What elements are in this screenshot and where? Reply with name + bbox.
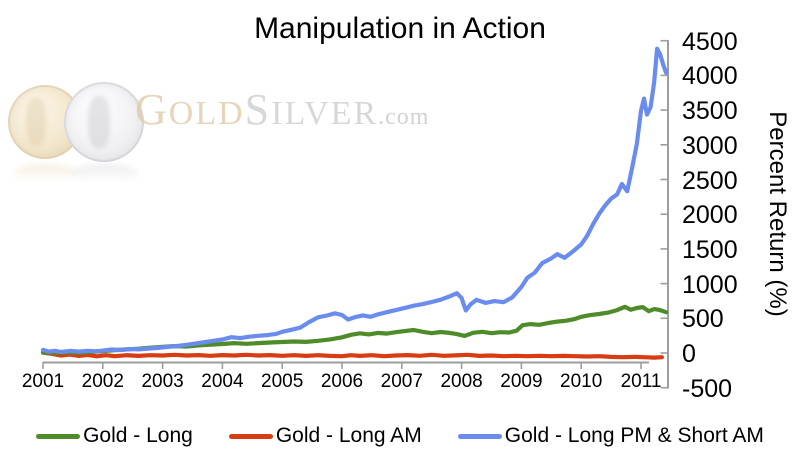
legend-label: Gold - Long AM <box>275 424 422 447</box>
y-tick-label: 2500 <box>682 166 738 195</box>
legend-line-swatch <box>228 433 273 439</box>
chart-title: Manipulation in Action <box>254 12 546 45</box>
y-tick-label: 4000 <box>682 62 738 91</box>
axes <box>42 39 669 389</box>
y-tick-label: 500 <box>682 305 724 334</box>
gold-coin-reflection <box>14 164 76 182</box>
y-tick-label: 4500 <box>682 27 738 56</box>
series-line-1 <box>40 304 669 355</box>
x-tick-label: 2006 <box>320 371 364 392</box>
y-tick-label: 1500 <box>682 235 738 264</box>
y-tick-label: 1000 <box>682 270 738 299</box>
y-tick-label: -500 <box>682 374 733 403</box>
x-tick-label: 2005 <box>261 371 304 392</box>
goldsilver-watermark: G OLD S ILVER .com <box>0 0 520 210</box>
silver-coin-figure <box>88 96 110 148</box>
silver-coin-reflection <box>70 164 138 182</box>
logo-letter-g: G <box>135 85 169 134</box>
logo-letter-s: S <box>244 85 272 134</box>
x-tick-label: 2010 <box>560 371 603 392</box>
x-tick-label: 2011 <box>620 371 662 392</box>
silver-coin-image <box>64 82 144 162</box>
y-tick-label: 3000 <box>682 131 738 160</box>
legend-item: Gold - Long <box>36 424 193 448</box>
legend-label: Gold - Long <box>83 424 193 447</box>
series-line-3 <box>40 46 669 355</box>
series-lines <box>40 46 669 360</box>
x-tick-label: 2001 <box>21 371 65 392</box>
y-tick-label: 2000 <box>682 201 738 230</box>
y-tick-label: 3500 <box>682 97 738 126</box>
y-tick-label: 0 <box>682 340 696 368</box>
goldsilver-logo-text: G OLD S ILVER .com <box>135 88 429 132</box>
y-axis-title: Percent Return (%) <box>764 111 791 317</box>
logo-word-silver: ILVER <box>271 95 379 132</box>
x-tick-label: 2004 <box>201 371 244 392</box>
legend: Gold - Long Gold - Long AM Gold - Long PM … <box>0 424 800 448</box>
x-tick-label: 2002 <box>81 371 124 392</box>
legend-label: Gold - Long PM & Short AM <box>504 424 764 447</box>
series-line-2 <box>40 350 665 360</box>
legend-line-swatch <box>36 433 81 439</box>
gold-coin-figure <box>26 98 46 146</box>
legend-item: Gold - Long PM & Short AM <box>457 424 764 448</box>
legend-line-swatch <box>457 433 502 439</box>
x-tick-label: 2008 <box>440 371 483 392</box>
x-tick-label: 2009 <box>500 371 543 392</box>
logo-word-gold: OLD <box>168 95 245 132</box>
x-tick-label: 2003 <box>141 371 184 392</box>
logo-domain-suffix: .com <box>378 104 430 130</box>
x-tick-label: 2007 <box>380 371 423 392</box>
legend-item: Gold - Long AM <box>228 424 422 448</box>
